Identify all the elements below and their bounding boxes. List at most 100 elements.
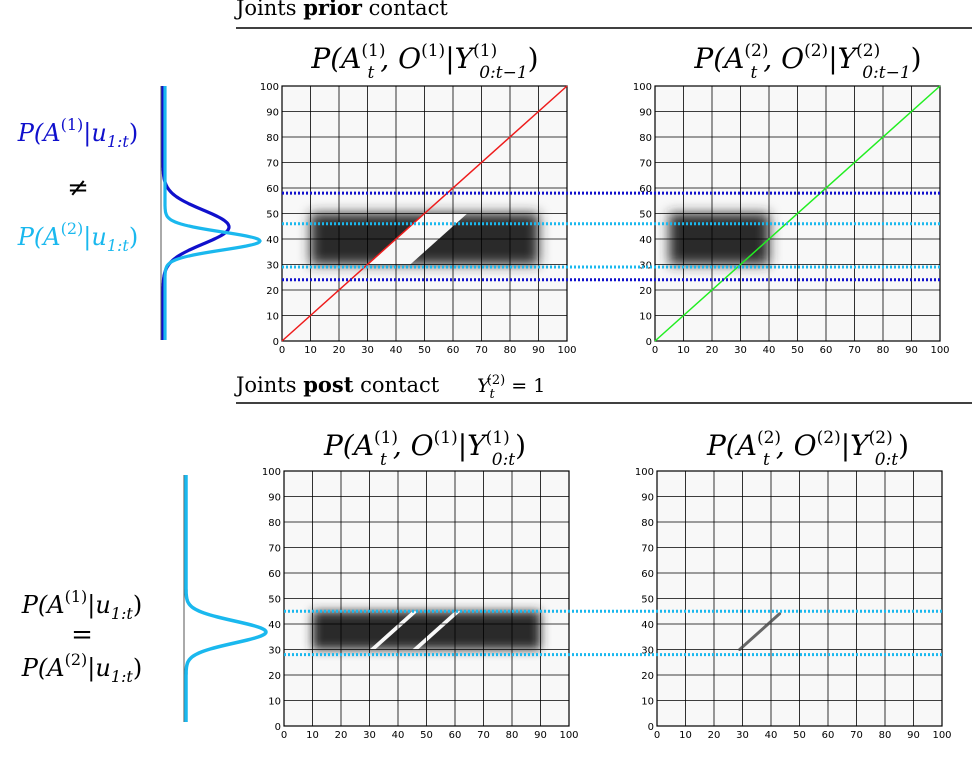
x-tick-label: 0	[652, 345, 658, 356]
equal-sign: =	[71, 620, 93, 650]
x-tick-label: 50	[791, 345, 804, 356]
y-tick-label: 70	[639, 159, 652, 170]
x-tick-label: 20	[708, 730, 721, 741]
y-tick-label: 60	[268, 569, 281, 580]
x-tick-label: 100	[932, 730, 951, 741]
y-tick-label: 60	[641, 569, 654, 580]
x-tick-label: 70	[850, 730, 863, 741]
y-tick-label: 80	[641, 518, 654, 529]
y-tick-label: 40	[641, 620, 654, 631]
not-equal-sign: ≠	[67, 173, 89, 203]
x-tick-label: 80	[877, 345, 890, 356]
y-tick-label: 20	[266, 286, 279, 297]
y-tick-label: 50	[268, 595, 281, 606]
y-tick-label: 30	[268, 646, 281, 657]
x-tick-label: 80	[506, 730, 519, 741]
y-tick-label: 90	[268, 493, 281, 504]
x-tick-label: 70	[475, 345, 488, 356]
x-tick-label: 20	[333, 345, 346, 356]
y-tick-label: 50	[641, 595, 654, 606]
y-tick-label: 10	[639, 312, 652, 323]
y-tick-label: 30	[266, 261, 279, 272]
x-tick-label: 0	[654, 730, 660, 741]
x-tick-label: 50	[418, 345, 431, 356]
x-tick-label: 90	[905, 345, 918, 356]
x-tick-label: 0	[281, 730, 287, 741]
y-tick-label: 10	[268, 697, 281, 708]
y-tick-label: 0	[646, 337, 652, 348]
y-tick-label: 100	[635, 467, 654, 478]
x-tick-label: 60	[820, 345, 833, 356]
x-tick-label: 80	[879, 730, 892, 741]
x-tick-label: 30	[361, 345, 374, 356]
y-tick-label: 70	[266, 159, 279, 170]
marginal-label-top-2: P(A(2)|u1:t)	[17, 219, 138, 255]
y-tick-label: 40	[266, 235, 279, 246]
plot-title-2: P(A(2) t, O(2)|Y(2) 0:t−1)	[693, 41, 921, 83]
x-tick-label: 40	[763, 345, 776, 356]
x-tick-label: 20	[706, 345, 719, 356]
marginal-curve-2	[163, 86, 262, 340]
y-tick-label: 60	[266, 184, 279, 195]
x-tick-label: 0	[279, 345, 285, 356]
y-tick-label: 90	[639, 108, 652, 119]
x-tick-label: 70	[848, 345, 861, 356]
y-tick-label: 0	[648, 722, 654, 733]
x-tick-label: 60	[447, 345, 460, 356]
y-tick-label: 40	[639, 235, 652, 246]
x-tick-label: 40	[392, 730, 405, 741]
marginal-label-bottom-2: P(A(2)|u1:t)	[21, 650, 142, 686]
y-tick-label: 30	[639, 261, 652, 272]
post-condition: Yt(2) = 1	[477, 373, 545, 402]
y-tick-label: 80	[266, 133, 279, 144]
x-tick-label: 90	[532, 345, 545, 356]
x-tick-label: 40	[765, 730, 778, 741]
plot-title-4: P(A(2) t, O(2)|Y(2) 0:t)	[706, 428, 909, 470]
y-tick-label: 100	[633, 82, 652, 93]
y-tick-label: 100	[262, 467, 281, 478]
diagonal-line	[281, 85, 568, 342]
axes-frame	[654, 85, 941, 342]
y-tick-label: 90	[266, 108, 279, 119]
plot-title-3: P(A(1) t, O(1)|Y(1) 0:t)	[323, 428, 526, 470]
heatmap-panel-4: 0 10 20 30 40 50 60 70 80 90 100 0 10 20 30 40 50 60 70 80 9…	[635, 467, 952, 741]
x-tick-label: 60	[449, 730, 462, 741]
diagonal-line	[654, 85, 941, 342]
y-tick-label: 100	[260, 82, 279, 93]
section-title-post: Joints post contact	[234, 372, 440, 397]
y-tick-label: 80	[639, 133, 652, 144]
axes-frame	[281, 85, 568, 342]
heatmap-panel-2: 0 10 20 30 40 50 60 70 80 90 100 0 10 20 30 40 50 60 70 80 9…	[633, 82, 950, 356]
marginal-label-top-1: P(A(1)|u1:t)	[17, 115, 138, 151]
mass-gap-2	[412, 611, 461, 650]
x-tick-label: 60	[822, 730, 835, 741]
y-tick-label: 40	[268, 620, 281, 631]
x-tick-label: 90	[534, 730, 547, 741]
diagonal-segment	[738, 612, 782, 651]
y-tick-label: 80	[268, 518, 281, 529]
x-tick-label: 90	[907, 730, 920, 741]
x-tick-label: 10	[304, 345, 317, 356]
x-tick-label: 20	[335, 730, 348, 741]
marginal-curve-1	[161, 86, 231, 340]
y-tick-label: 10	[266, 312, 279, 323]
x-tick-label: 30	[736, 730, 749, 741]
y-tick-label: 50	[266, 210, 279, 221]
y-tick-label: 10	[641, 697, 654, 708]
axes-frame	[656, 470, 943, 727]
section-title-prior: Joints prior contact	[234, 0, 448, 20]
plot-title-1: P(A(1) t, O(1)|Y(1) 0:t−1)	[310, 41, 538, 83]
x-tick-label: 40	[390, 345, 403, 356]
x-tick-label: 10	[677, 345, 690, 356]
y-tick-label: 70	[268, 544, 281, 555]
mass-gap-1	[369, 611, 418, 650]
y-tick-label: 30	[641, 646, 654, 657]
x-tick-label: 50	[420, 730, 433, 741]
x-tick-label: 30	[734, 345, 747, 356]
y-tick-label: 20	[639, 286, 652, 297]
y-tick-label: 20	[641, 671, 654, 682]
x-tick-label: 50	[793, 730, 806, 741]
x-tick-label: 100	[557, 345, 576, 356]
x-tick-label: 80	[504, 345, 517, 356]
